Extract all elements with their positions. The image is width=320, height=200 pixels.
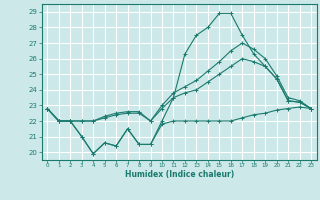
X-axis label: Humidex (Indice chaleur): Humidex (Indice chaleur) — [124, 170, 234, 179]
